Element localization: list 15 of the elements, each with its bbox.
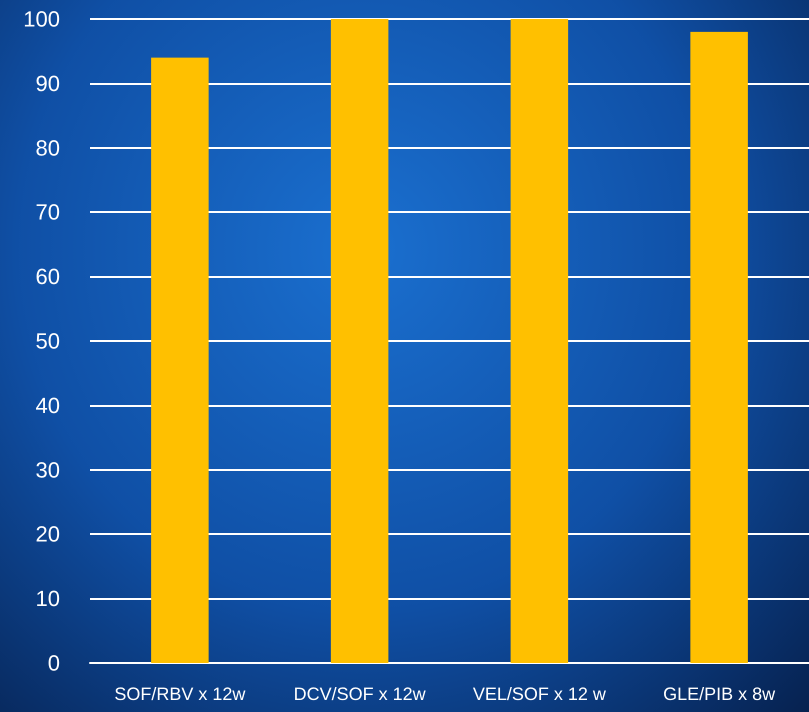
y-tick-label: 30 xyxy=(36,457,60,482)
y-tick-label: 10 xyxy=(36,586,60,612)
y-tick-label: 70 xyxy=(36,200,60,225)
y-tick-label: 40 xyxy=(36,392,60,418)
x-tick-label: GLE/PIB x 8w xyxy=(663,684,776,704)
y-tick-label: 90 xyxy=(36,70,60,96)
x-tick-label: DCV/SOF x 12w xyxy=(294,684,427,704)
y-tick-label: 100 xyxy=(23,6,60,32)
y-tick-label: 0 xyxy=(48,650,60,676)
y-tick-label: 20 xyxy=(36,522,60,547)
x-tick-label: SOF/RBV x 12w xyxy=(114,684,246,704)
x-tick-label: VEL/SOF x 12 w xyxy=(472,684,607,704)
y-tick-label: 60 xyxy=(36,264,60,290)
y-tick-label: 50 xyxy=(36,328,60,354)
y-tick-label: 80 xyxy=(36,135,60,160)
